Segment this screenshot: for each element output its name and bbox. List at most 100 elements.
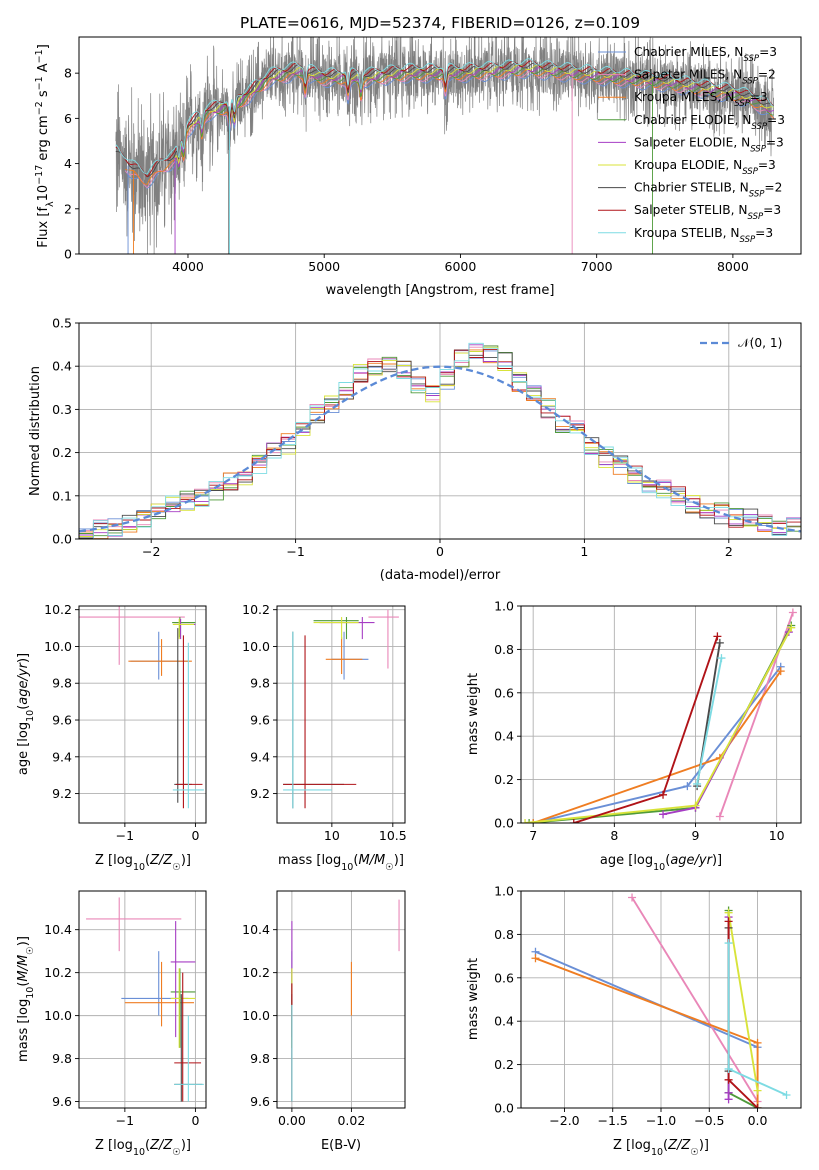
y-tick-label: 4 — [64, 156, 72, 171]
weight-marker — [753, 1104, 762, 1108]
y-tick-label: 9.8 — [52, 1051, 72, 1066]
x-axis-label: mass [log10(M/M☉)] — [278, 853, 404, 873]
panel-mass_vs_Z: −1 0 9.6 9.8 10.0 10.2 10.4 Z [log10(Z/Z☉)] mass… — [16, 890, 207, 1158]
x-axis-label: Z [log10(Z/Z☉)] — [95, 1138, 191, 1158]
y-tick-label: 10.4 — [242, 922, 270, 937]
y-tick-label: 0.8 — [494, 642, 514, 657]
y-tick-label: 0.2 — [494, 1057, 514, 1072]
errorbar-point — [283, 635, 357, 809]
axes-frame — [78, 890, 207, 1109]
errorbar-point — [172, 617, 196, 638]
y-axis-label: age [log10(age/yr)] — [16, 653, 36, 775]
plot-area-age_vs_Z — [79, 606, 204, 809]
plot-area-weight_vs_age — [521, 608, 797, 823]
y-tick-label: 9.6 — [250, 1094, 270, 1109]
x-tick-label: 0.0 — [748, 1113, 768, 1128]
weight-line — [696, 657, 723, 785]
residual-histogram — [79, 342, 801, 539]
legend-entry: Kroupa ELODIE, NSSP=3 — [634, 158, 776, 177]
y-tick-label: 10.2 — [242, 965, 270, 980]
errorbar-point — [124, 961, 195, 1027]
y-tick-label: 9.6 — [250, 713, 270, 728]
errorbar-point — [325, 637, 363, 675]
weight-marker — [713, 632, 722, 641]
errorbar-point — [172, 618, 195, 640]
y-tick-label: 0.6 — [494, 970, 514, 985]
model-spectrum-line — [115, 60, 774, 177]
weight-line — [727, 912, 759, 1091]
weight-marker — [693, 779, 702, 788]
y-tick-label: 2 — [64, 201, 72, 216]
x-axis-label: Z [log10(Z/Z☉)] — [95, 853, 191, 873]
y-tick-label: 9.2 — [250, 786, 270, 801]
x-tick-label: 7000 — [581, 259, 613, 274]
axes-frame — [520, 605, 802, 824]
y-tick-label: 0.3 — [52, 402, 72, 417]
residual-legend: 𝒩(0, 1) — [700, 336, 782, 350]
errorbar-point — [79, 606, 185, 665]
x-axis-label: E(B-V) — [321, 1138, 361, 1153]
weight-marker — [787, 623, 796, 632]
x-tick-label: −1 — [286, 544, 304, 559]
weight-marker — [788, 608, 797, 617]
x-tick-label: 8 — [610, 828, 618, 843]
x-tick-label: 4000 — [172, 259, 204, 274]
x-axis-label: Z [log10(Z/Z☉)] — [613, 1138, 709, 1158]
x-tick-label: −1.5 — [598, 1113, 628, 1128]
weight-marker — [724, 908, 733, 917]
weight-marker — [753, 1038, 762, 1047]
plot-area-residuals — [79, 342, 801, 539]
legend-entry: Kroupa STELIB, NSSP=3 — [634, 226, 773, 245]
axes-frame — [276, 605, 406, 824]
plot-area-mass_vs_Z — [86, 897, 204, 1102]
y-tick-label: 1.0 — [494, 599, 514, 614]
panel-spectrum: 4000 5000 6000 7000 8000 0 2 4 6 8 wavelength [Ang… — [34, 36, 802, 298]
observed-spectrum-line — [115, 37, 774, 254]
errorbar-point — [128, 639, 192, 676]
weight-marker — [724, 1064, 733, 1073]
weight-line — [535, 950, 758, 1049]
errorbar-point — [175, 635, 203, 809]
y-tick-label: 10.0 — [44, 639, 72, 654]
legend-entry: Salpeter ELODIE, NSSP=3 — [634, 135, 784, 154]
weight-marker — [715, 638, 724, 647]
y-tick-label: 9.6 — [52, 1094, 72, 1109]
y-tick-label: 0.4 — [52, 359, 72, 374]
x-tick-label: 8000 — [717, 259, 749, 274]
x-tick-label: 0 — [436, 544, 444, 559]
weight-marker — [628, 893, 637, 902]
panel-weight_vs_age: 7 8 9 10 0.0 0.2 0.4 0.6 0.8 1.0 age [log10(age/yr… — [466, 599, 802, 873]
x-tick-label: −1 — [116, 828, 134, 843]
y-axis-label: mass [log10(M/M☉)] — [16, 936, 36, 1062]
x-tick-label: 0 — [191, 1113, 199, 1128]
x-tick-label: 5000 — [308, 259, 340, 274]
y-tick-label: 10.2 — [44, 965, 72, 980]
errorbar-point — [313, 617, 359, 640]
y-tick-label: 9.4 — [52, 749, 72, 764]
weight-series — [693, 654, 726, 788]
model-spectrum-line — [124, 73, 775, 189]
y-tick-label: 6 — [64, 111, 72, 126]
weight-marker — [525, 819, 534, 823]
legend-entry: 𝒩(0, 1) — [738, 336, 782, 350]
x-tick-label: 9 — [692, 828, 700, 843]
y-tick-label: 8 — [64, 66, 72, 81]
weight-series — [659, 628, 793, 819]
model-spectrum-line — [115, 58, 774, 175]
y-tick-label: 0.2 — [52, 445, 72, 460]
panel-residuals: −2 −1 0 1 2 0.0 0.1 0.2 0.3 0.4 0.5 (data-model)/er… — [28, 316, 802, 583]
x-tick-label: 0.02 — [337, 1113, 365, 1128]
panel-age_vs_mass: 10 10.5 9.2 9.4 9.6 9.8 10.0 10.2 mass [log10(M/… — [242, 602, 407, 872]
x-tick-label: −1 — [116, 1113, 134, 1128]
y-axis-label: mass weight — [466, 958, 481, 1040]
x-tick-label: 10.5 — [379, 828, 407, 843]
spectrum-legend: Chabrier MILES, NSSP=3 Salpeter MILES, NS… — [598, 45, 785, 245]
weight-series — [724, 908, 762, 1095]
weight-marker — [715, 812, 724, 821]
y-tick-label: 10.2 — [44, 602, 72, 617]
y-tick-label: 10.4 — [44, 922, 72, 937]
weight-series — [529, 667, 785, 823]
weight-line — [631, 897, 759, 1102]
legend-entry: Chabrier STELIB, NSSP=2 — [634, 181, 782, 200]
y-tick-label: 10.2 — [242, 602, 270, 617]
